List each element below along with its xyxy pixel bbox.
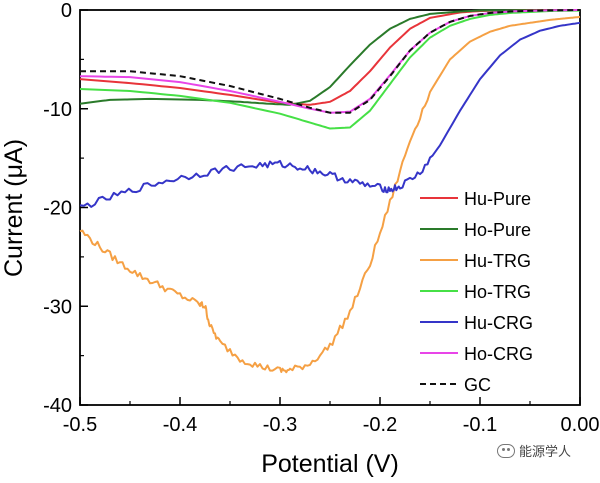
legend-label-hu-pure: Hu-Pure — [464, 189, 531, 209]
legend-label-hu-trg: Hu-TRG — [464, 251, 531, 271]
axis-ticks — [79, 9, 581, 406]
x-tick-label-3: -0.2 — [363, 414, 397, 436]
x-tick-label-1: -0.4 — [163, 414, 197, 436]
legend: Hu-Pure Ho-Pure Hu-TRG Ho-TRG Hu-CRG Ho-CRG GC — [420, 189, 533, 395]
legend-label-ho-crg: Ho-CRG — [464, 344, 533, 364]
series-lines — [79, 9, 581, 374]
series-line-gc — [80, 9, 580, 114]
y-tick-label-2: -20 — [43, 198, 72, 220]
series-line-hu-trg — [79, 15, 581, 374]
legend-label-ho-trg: Ho-TRG — [464, 282, 531, 302]
legend-label-ho-pure: Ho-Pure — [464, 220, 531, 240]
wechat-icon — [497, 443, 515, 458]
series-line-hu-crg — [79, 21, 581, 208]
x-tick-label-0: -0.5 — [63, 414, 97, 436]
y-axis-title: Current (μA) — [0, 139, 28, 277]
watermark-text: 能源学人 — [519, 445, 572, 460]
legend-label-gc: GC — [464, 375, 491, 395]
x-axis-title: Potential (V) — [261, 450, 399, 478]
y-tick-label-3: -30 — [43, 296, 72, 318]
watermark: 能源学人 — [497, 441, 571, 460]
y-tick-label-4: -40 — [43, 395, 72, 417]
series-line-hu-pure — [79, 9, 580, 106]
series-line-ho-crg — [79, 9, 580, 114]
tick-labels: -0.5 -0.4 -0.3 -0.2 -0.1 0.00 0 -10 -20 -30 -40 — [43, 0, 599, 436]
x-tick-label-2: -0.3 — [263, 414, 297, 436]
legend-label-hu-crg: Hu-CRG — [464, 313, 533, 333]
x-tick-label-4: -0.1 — [463, 414, 497, 436]
x-tick-label-5: 0.00 — [561, 414, 600, 436]
y-tick-label-1: -10 — [43, 99, 72, 121]
y-tick-label-0: 0 — [61, 0, 72, 22]
series-line-ho-pure — [79, 9, 581, 106]
series-line-ho-trg — [79, 9, 581, 130]
